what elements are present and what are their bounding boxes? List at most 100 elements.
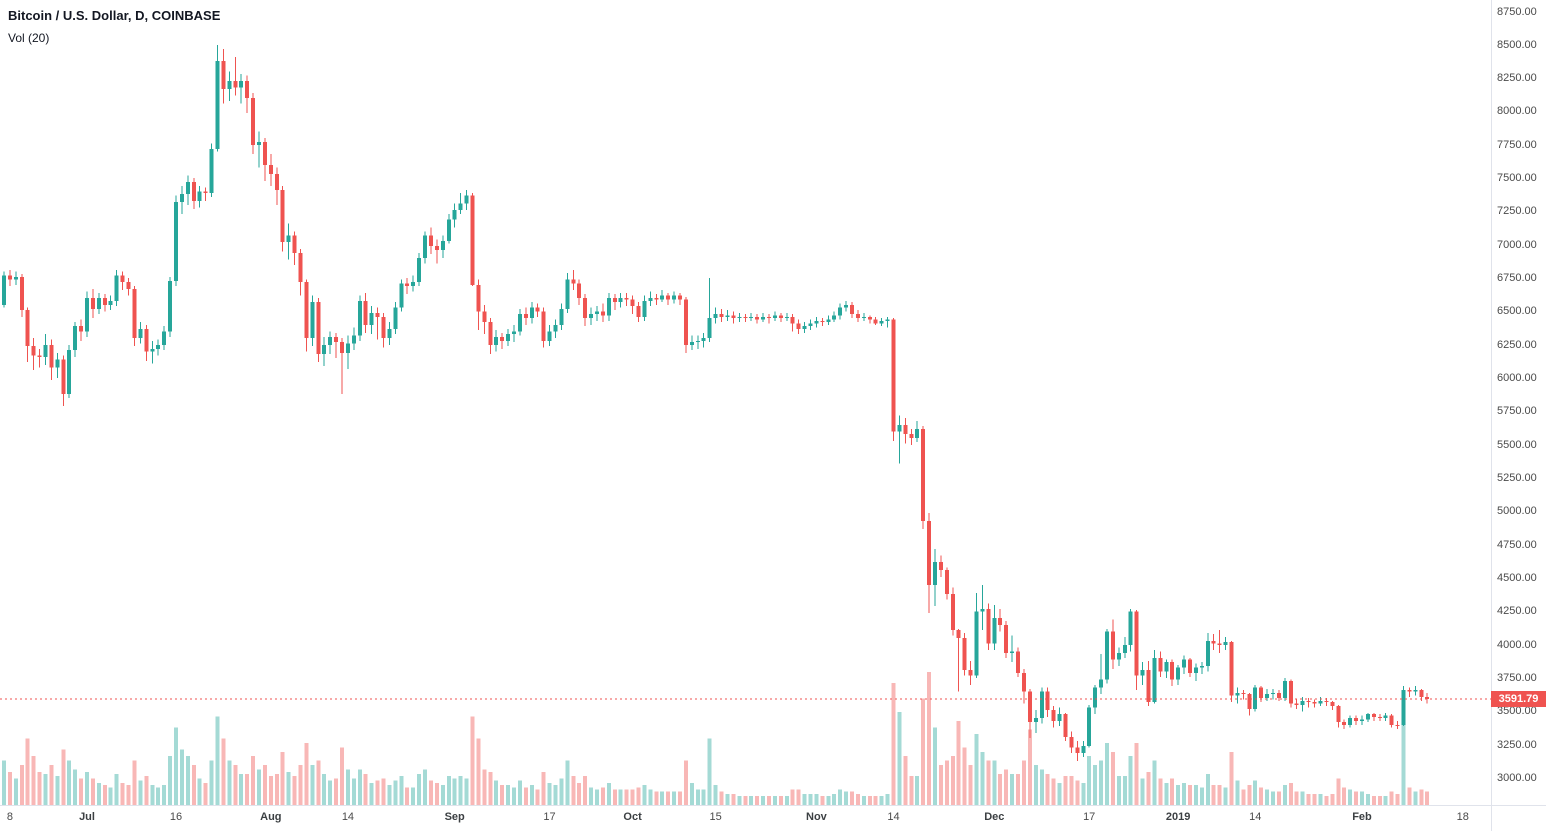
candle-body: [743, 316, 748, 319]
candlestick-chart[interactable]: [0, 0, 1491, 831]
volume-bar: [1401, 711, 1406, 805]
volume-bar: [452, 778, 457, 805]
candle-body: [1419, 690, 1424, 697]
candle-body: [209, 148, 214, 193]
candle-body: [844, 304, 849, 308]
volume-bar: [678, 791, 683, 805]
volume-bar: [529, 785, 534, 805]
volume-bar: [114, 773, 119, 805]
volume-bar: [470, 716, 475, 805]
volume-bar: [535, 789, 540, 805]
volume-bar: [749, 796, 754, 805]
volume-bar: [606, 782, 611, 805]
candle-body: [1217, 643, 1222, 645]
candle-body: [1104, 631, 1109, 680]
candle-body: [85, 298, 90, 332]
volume-bar: [1027, 729, 1032, 805]
volume-bar: [695, 789, 700, 805]
price-axis-label: 7250.00: [1497, 205, 1537, 218]
candle-body: [903, 424, 908, 435]
candle-body: [921, 428, 926, 521]
candle-body: [428, 235, 433, 247]
candle-body: [648, 298, 653, 301]
volume-bar: [387, 785, 392, 805]
candle-body: [778, 315, 783, 319]
candle-body: [1365, 714, 1370, 720]
candle-body: [885, 319, 890, 321]
symbol-title[interactable]: Bitcoin / U.S. Dollar, D, COINBASE: [8, 8, 221, 23]
volume-bar: [1359, 791, 1364, 805]
volume-bar: [434, 782, 439, 805]
last-price-value: 3591.79: [1498, 693, 1539, 706]
candle-body: [559, 308, 564, 325]
candle-body: [713, 314, 718, 319]
volume-bar: [1306, 793, 1311, 805]
candle-body: [1182, 659, 1187, 668]
candle-body: [440, 240, 445, 251]
candle-body: [173, 202, 178, 281]
volume-bar: [108, 787, 113, 805]
volume-bar: [239, 773, 244, 805]
volume-bar: [1235, 780, 1240, 805]
volume-bar: [844, 791, 849, 805]
candle-body: [381, 316, 386, 339]
candle-body: [571, 279, 576, 284]
candle-body: [1010, 651, 1015, 653]
volume-bar: [363, 773, 368, 805]
candle-body: [31, 346, 36, 356]
candle-body: [838, 307, 843, 316]
price-axis[interactable]: 8750.00 8500.00 8250.00 8000.00 7750.00 7500.…: [1492, 0, 1546, 805]
volume-bar: [227, 760, 232, 805]
price-axis-label: 6500.00: [1497, 305, 1537, 318]
volume-bar: [547, 782, 552, 805]
volume-bar: [885, 793, 890, 805]
volume-bar: [168, 756, 173, 805]
candle-body: [873, 319, 878, 324]
volume-bar: [132, 760, 137, 805]
candle-body: [1128, 611, 1133, 645]
candle-body: [938, 562, 943, 571]
volume-bar: [1217, 785, 1222, 805]
volume-bar: [873, 796, 878, 805]
price-axis-label: 3250.00: [1497, 738, 1537, 751]
volume-bar: [1282, 785, 1287, 805]
time-axis[interactable]: 8 Jul 16 Aug 14 Sep 17 Oct 15 Nov 14 Dec 17 2019 14 Feb…: [0, 806, 1491, 831]
candle-body: [986, 608, 991, 644]
time-axis-label: Aug: [260, 811, 282, 823]
volume-bar: [683, 760, 688, 805]
volume-bar: [1075, 780, 1080, 805]
candle-body: [262, 142, 267, 165]
candle-body: [102, 298, 107, 305]
volume-bar: [968, 765, 973, 805]
volume-bar: [1265, 789, 1270, 805]
volume-bar: [1051, 778, 1056, 805]
volume-indicator-label[interactable]: Vol (20): [8, 31, 50, 45]
price-axis-label: 8500.00: [1497, 38, 1537, 51]
volume-bar: [523, 787, 528, 805]
volume-bar: [998, 773, 1003, 805]
volume-bar: [1324, 796, 1329, 805]
volume-bar: [784, 796, 789, 805]
candle-body: [280, 190, 285, 243]
volume-bar: [268, 776, 273, 805]
candle-body: [108, 300, 113, 305]
volume-bar: [1116, 776, 1121, 805]
candle-body: [1389, 715, 1394, 725]
candle-body: [120, 275, 125, 283]
volume-bar: [962, 747, 967, 805]
volume-bar: [1389, 791, 1394, 805]
candle-body: [464, 195, 469, 204]
candle-body: [1140, 670, 1145, 676]
volume-bar: [79, 778, 84, 805]
volume-bar: [778, 796, 783, 805]
candle-body: [980, 608, 985, 612]
volume-bar: [1407, 787, 1412, 805]
candle-body: [1282, 680, 1287, 699]
candle-body: [660, 295, 665, 300]
volume-bar: [820, 796, 825, 805]
volume-bar: [1193, 785, 1198, 805]
price-axis-label: 7000.00: [1497, 238, 1537, 251]
volume-bar: [855, 793, 860, 805]
volume-bar: [654, 791, 659, 805]
volume-bar: [310, 765, 315, 805]
